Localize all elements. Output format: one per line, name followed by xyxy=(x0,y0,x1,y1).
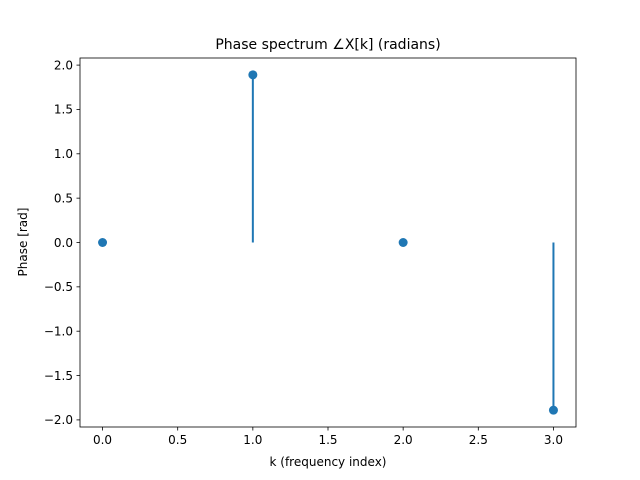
x-tick-label: 1.0 xyxy=(243,433,262,447)
y-tick-label: 0.5 xyxy=(54,191,73,205)
x-tick-label: 1.5 xyxy=(318,433,337,447)
y-tick-label: 2.0 xyxy=(54,58,73,72)
y-tick-label: −2.0 xyxy=(44,413,73,427)
stem-marker xyxy=(398,238,408,247)
y-tick-label: 1.0 xyxy=(54,147,73,161)
x-tick-label: 0.5 xyxy=(168,433,187,447)
y-axis: −2.0 −1.5 −1.0 −0.5 0.0 0.5 1.0 1.5 2.0 xyxy=(44,58,80,427)
x-axis: 0.0 0.5 1.0 1.5 2.0 2.5 3.0 xyxy=(93,427,563,447)
y-axis-title: Phase [rad] xyxy=(16,208,30,277)
x-tick-label: 3.0 xyxy=(544,433,563,447)
y-tick-label: 1.5 xyxy=(54,103,73,117)
stem-marker xyxy=(98,238,108,247)
y-tick-label: 0.0 xyxy=(54,236,73,250)
y-tick-label: −1.5 xyxy=(44,369,73,383)
axes-frame xyxy=(79,57,577,428)
chart-title: Phase spectrum ∠X[k] (radians) xyxy=(215,37,440,53)
y-tick-label: −0.5 xyxy=(44,280,73,294)
y-tick-label: −1.0 xyxy=(44,325,73,339)
stem-marker xyxy=(548,405,558,415)
x-tick-label: 0.0 xyxy=(93,433,112,447)
x-tick-label: 2.5 xyxy=(469,433,488,447)
plot-area xyxy=(98,70,558,415)
stem-marker xyxy=(248,70,258,80)
x-axis-title: k (frequency index) xyxy=(270,455,387,469)
x-tick-label: 2.0 xyxy=(394,433,413,447)
